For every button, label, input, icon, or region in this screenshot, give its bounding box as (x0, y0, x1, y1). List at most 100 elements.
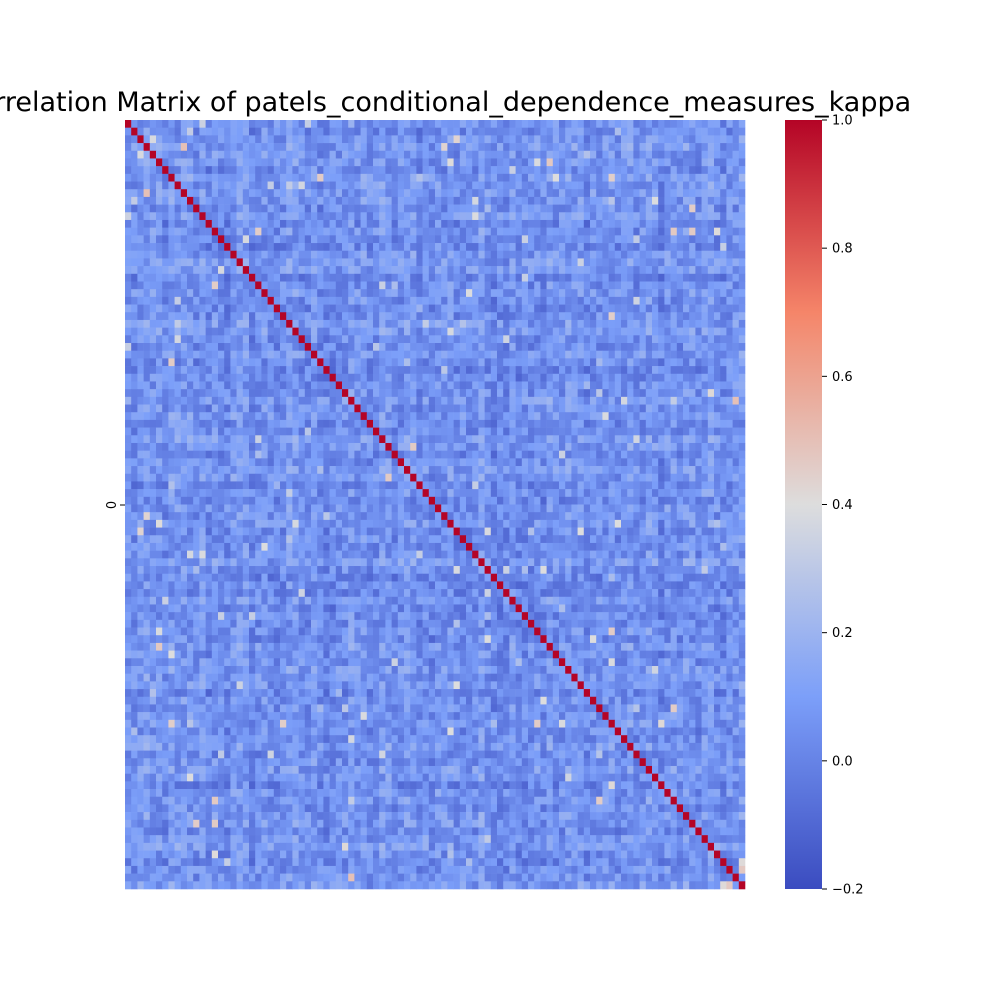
heatmap-cell (323, 258, 330, 267)
heatmap-cell (689, 366, 696, 375)
heatmap-cell (614, 150, 622, 159)
heatmap-cell (497, 273, 504, 282)
heatmap-cell (348, 173, 355, 182)
heatmap-cell (732, 489, 740, 498)
heatmap-cell (577, 189, 585, 198)
heatmap-cell (639, 473, 647, 482)
heatmap-cell (292, 312, 299, 321)
heatmap-cell (676, 296, 684, 305)
heatmap-cell (391, 212, 399, 221)
heatmap-cell (614, 189, 622, 198)
heatmap-cell (453, 489, 461, 498)
heatmap-cell (286, 327, 293, 336)
heatmap-cell (472, 273, 479, 282)
heatmap-cell (428, 273, 436, 282)
heatmap-cell (379, 396, 386, 405)
heatmap-cell (230, 450, 237, 459)
heatmap-cell (298, 296, 306, 305)
heatmap-cell (614, 196, 622, 205)
heatmap-cell (354, 296, 361, 305)
heatmap-cell (267, 312, 275, 321)
heatmap-cell (218, 396, 225, 405)
heatmap-cell (224, 166, 231, 175)
heatmap-cell (180, 427, 188, 436)
heatmap-cell (162, 143, 169, 152)
heatmap-cell (583, 381, 591, 390)
heatmap-cell (131, 427, 138, 436)
heatmap-cell (534, 327, 541, 336)
heatmap-cell (738, 120, 746, 128)
heatmap-cell (459, 196, 467, 205)
heatmap-cell (410, 466, 417, 475)
heatmap-cell (379, 296, 386, 305)
heatmap-cell (608, 373, 616, 382)
heatmap-cell (391, 281, 399, 290)
heatmap-cell (242, 304, 250, 313)
heatmap-cell (360, 366, 368, 375)
heatmap-cell (652, 243, 659, 252)
heatmap-cell (224, 327, 231, 336)
heatmap-cell (515, 343, 523, 351)
heatmap-cell (596, 450, 603, 459)
heatmap-cell (676, 335, 684, 344)
heatmap-cell (292, 427, 299, 436)
heatmap-cell (720, 373, 727, 382)
heatmap-cell (726, 458, 733, 467)
heatmap-cell (218, 243, 225, 252)
heatmap-cell (187, 196, 194, 205)
heatmap-cell (385, 181, 392, 190)
heatmap-cell (342, 427, 349, 436)
heatmap-cell (286, 458, 293, 467)
heatmap-cell (645, 189, 653, 198)
heatmap-cell (701, 127, 709, 136)
heatmap-cell (738, 219, 746, 228)
heatmap-cell (435, 442, 442, 451)
heatmap-cell (416, 166, 423, 175)
heatmap-cell (304, 204, 312, 213)
heatmap-cell (639, 366, 647, 375)
heatmap-cell (211, 143, 219, 152)
heatmap-cell (242, 343, 250, 351)
heatmap-cell (670, 412, 678, 421)
heatmap-cell (267, 181, 275, 190)
heatmap-cell (360, 135, 368, 144)
heatmap-cell (658, 212, 665, 221)
heatmap-cell (187, 312, 194, 321)
heatmap-cell (435, 327, 442, 336)
heatmap-cell (298, 473, 306, 482)
heatmap-cell (131, 319, 138, 328)
heatmap-cell (280, 281, 287, 290)
heatmap-cell (689, 404, 696, 413)
heatmap-cell (428, 219, 436, 228)
heatmap-cell (459, 120, 467, 128)
heatmap-cell (583, 319, 591, 328)
heatmap-cell (478, 442, 485, 451)
heatmap-cell (255, 250, 262, 259)
heatmap-cell (701, 442, 709, 451)
heatmap-cell (515, 419, 523, 428)
heatmap-cell (360, 427, 368, 436)
heatmap-cell (335, 350, 343, 359)
heatmap-cell (621, 373, 628, 382)
heatmap-cell (329, 489, 337, 498)
heatmap-cell (658, 127, 665, 136)
heatmap-cell (664, 243, 671, 252)
heatmap-cell (577, 435, 585, 444)
heatmap-cell (379, 196, 386, 205)
heatmap-cell (422, 212, 430, 221)
heatmap-cell (385, 250, 392, 259)
heatmap-cell (534, 350, 541, 359)
heatmap-cell (509, 473, 516, 482)
heatmap-cell (131, 327, 138, 336)
heatmap-cell (565, 489, 572, 498)
heatmap-cell (639, 189, 647, 198)
heatmap-cell (670, 335, 678, 344)
heatmap-cell (726, 412, 733, 421)
heatmap-cell (304, 158, 312, 167)
heatmap-cell (608, 350, 616, 359)
heatmap-cell (168, 189, 175, 198)
heatmap-cell (484, 204, 492, 213)
heatmap-cell (354, 127, 361, 136)
heatmap-cell (323, 143, 330, 152)
heatmap-cell (404, 296, 411, 305)
